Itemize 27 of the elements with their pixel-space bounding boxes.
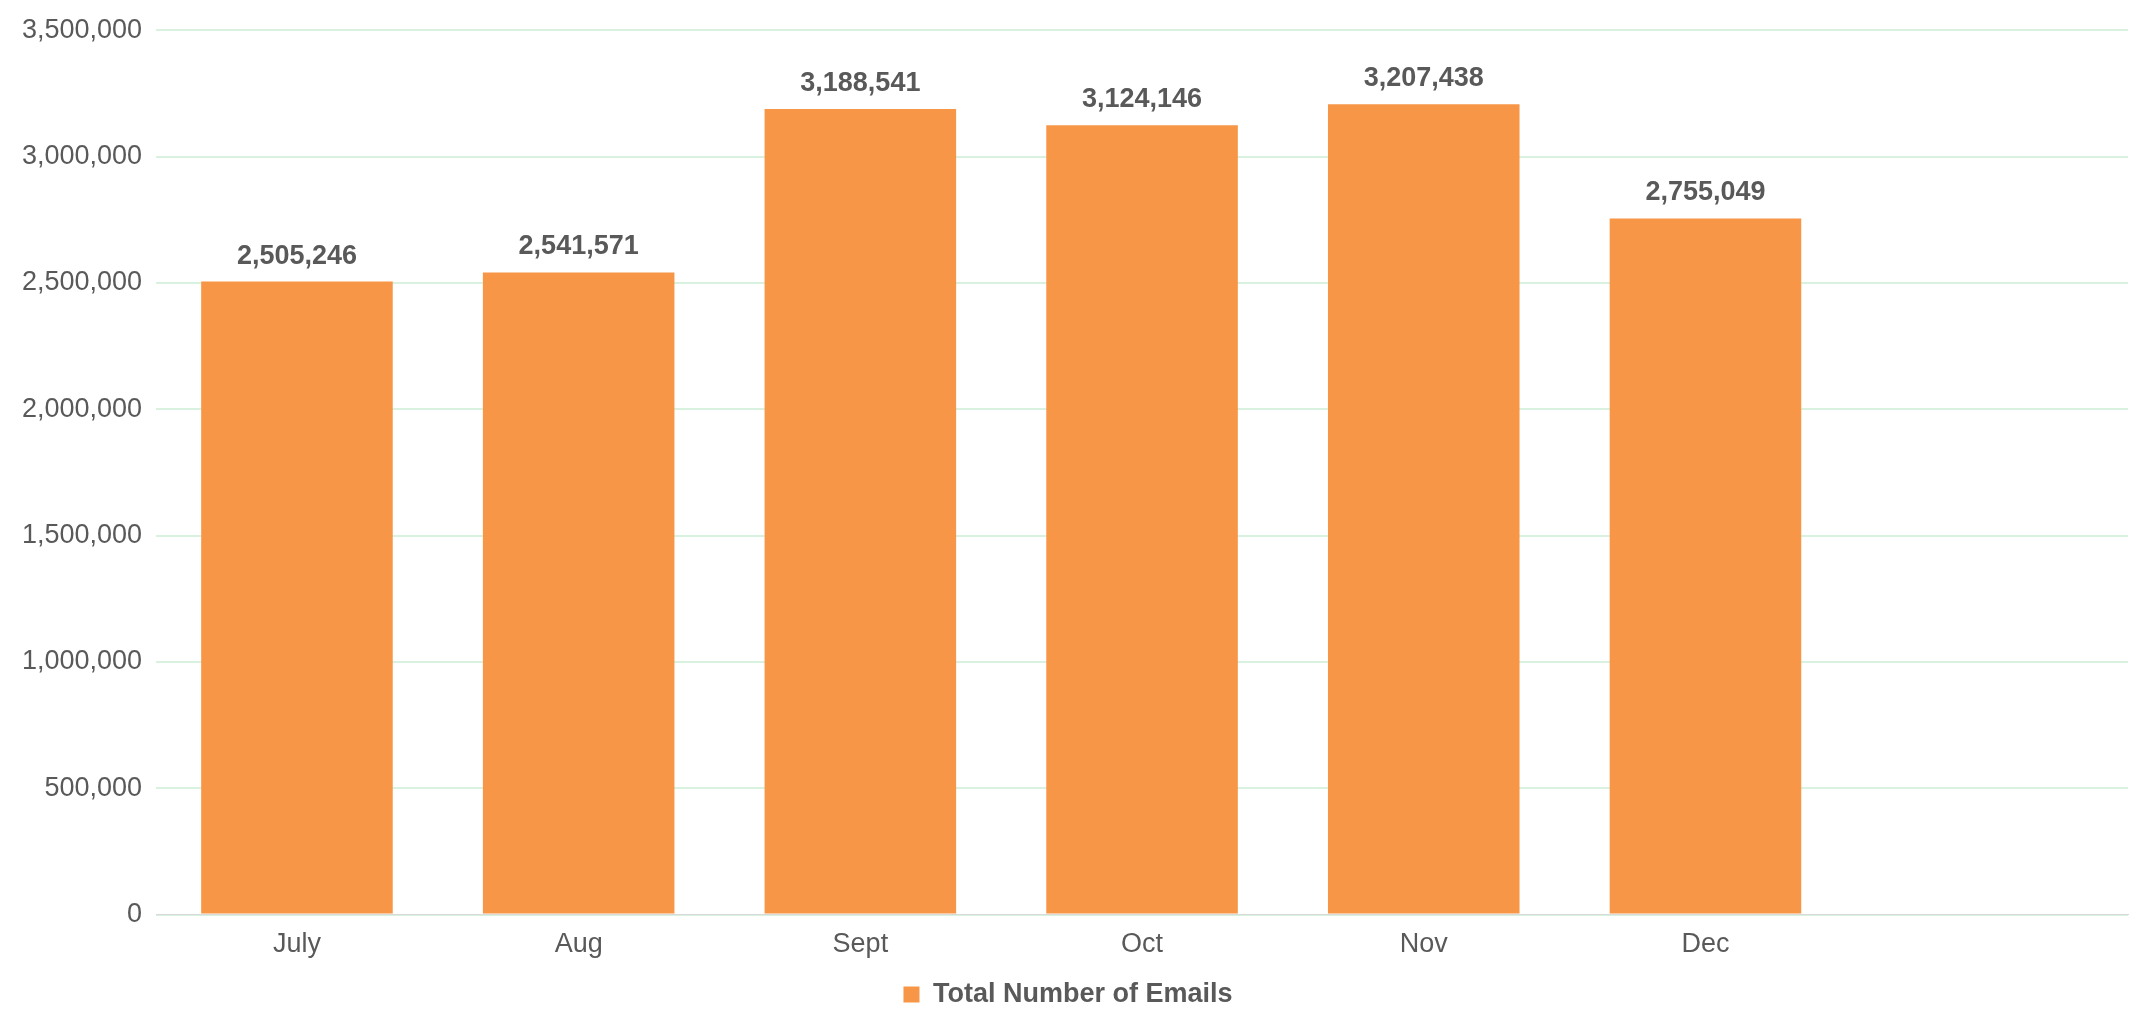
legend-label: Total Number of Emails [932,977,1233,1008]
bar [764,108,957,914]
x-tick-label: July [272,928,322,959]
y-tick-label: 2,000,000 [21,392,143,423]
data-label: 3,188,541 [800,66,921,97]
y-tick-label: 0 [127,898,143,929]
x-tick-label: Nov [1399,928,1449,959]
data-label: 2,505,246 [236,239,358,270]
bar [482,272,675,914]
x-tick-label: Aug [554,928,603,959]
y-tick-label: 3,000,000 [21,140,143,170]
x-tick-label: Sept [832,928,889,959]
x-tick-label: Dec [1681,928,1730,959]
y-tick-label: 1,500,000 [21,519,143,550]
bar [1609,218,1802,914]
y-tick-label: 3,500,000 [21,13,143,44]
x-tick-label: Oct [1121,928,1164,959]
bar [1046,125,1238,914]
bar [201,281,393,914]
data-label: 3,124,146 [1082,83,1203,114]
data-label: 2,755,049 [1645,176,1766,207]
y-tick-label: 2,500,000 [21,266,143,297]
y-tick-label: 1,000,000 [21,645,143,676]
bar [1327,104,1520,914]
y-tick-label: 500,000 [44,771,143,802]
data-label: 2,541,571 [518,230,639,261]
data-label: 3,207,438 [1363,62,1484,93]
